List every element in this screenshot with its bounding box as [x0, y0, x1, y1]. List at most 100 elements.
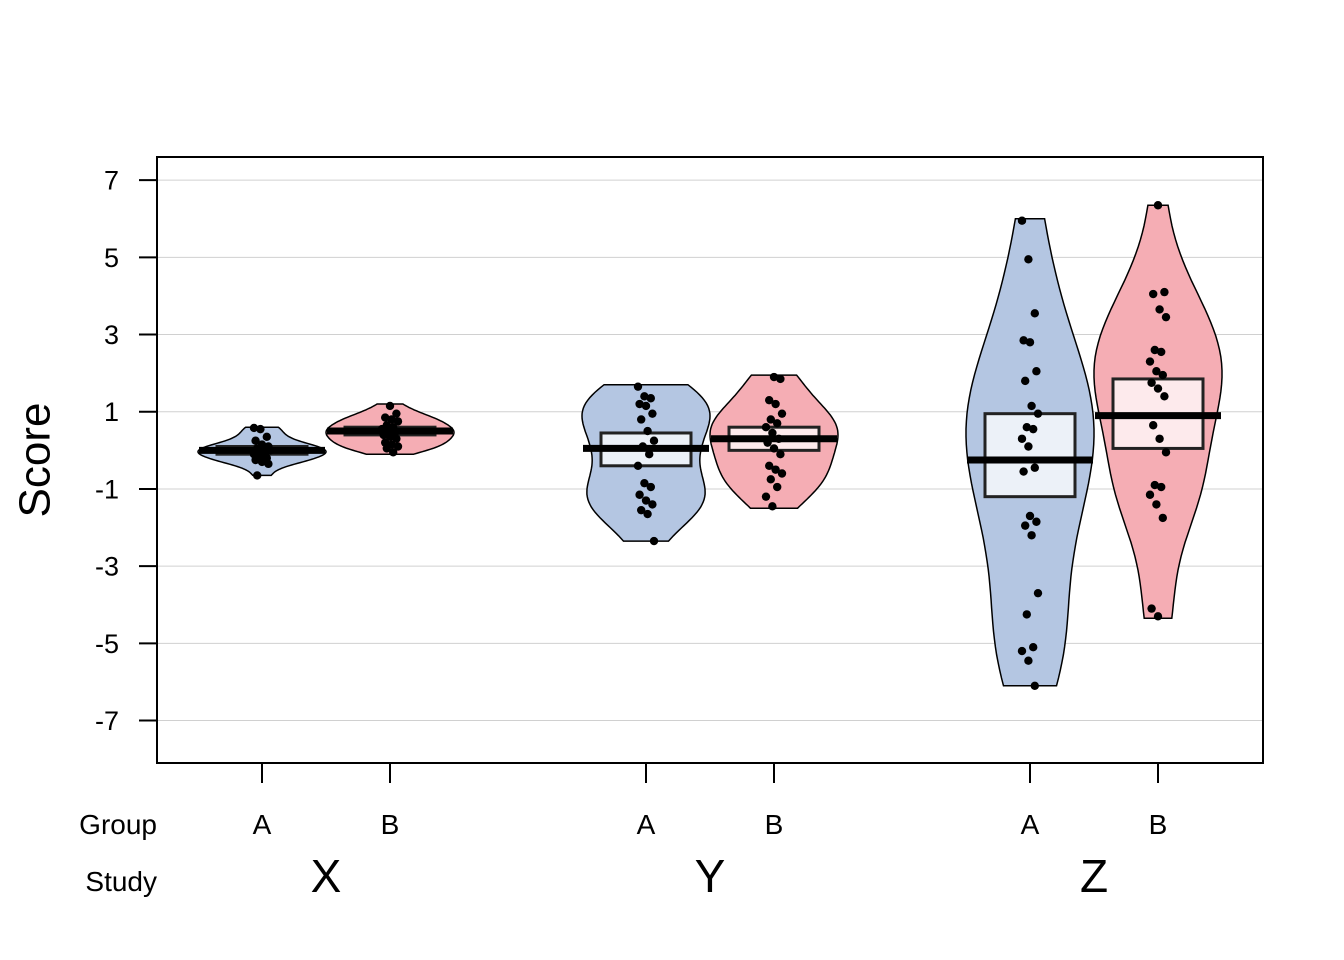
box-Z-A	[983, 412, 1077, 499]
point-Z-A	[1030, 681, 1040, 691]
group-label-Y-A: A	[637, 809, 656, 840]
y-tick-label: -3	[95, 552, 119, 582]
point-Z-A	[1032, 367, 1041, 376]
point-Y-B	[761, 492, 771, 501]
point-Y-B	[771, 465, 780, 474]
point-Y-A	[641, 496, 651, 505]
point-Z-B	[1157, 347, 1166, 357]
point-Z-A	[1030, 309, 1040, 318]
point-Z-A	[1027, 401, 1036, 411]
point-Z-A	[1029, 643, 1038, 652]
point-Y-B	[768, 428, 777, 438]
point-Z-A	[1019, 467, 1028, 476]
study-label-Y: Y	[695, 850, 726, 902]
point-Y-A	[648, 500, 657, 509]
y-axis-label: Score	[10, 403, 59, 518]
point-Y-B	[765, 461, 774, 470]
point-Y-B	[765, 395, 774, 405]
point-Y-A	[646, 394, 655, 403]
y-axis: -7 -5 -3 -1 1 3 5 7	[95, 166, 157, 736]
point-Y-A	[649, 536, 659, 546]
point-Y-A	[643, 426, 652, 436]
point-Z-A	[1033, 409, 1043, 418]
point-Y-A	[635, 399, 644, 409]
point-Y-A	[637, 415, 646, 424]
point-Z-A	[1017, 646, 1027, 656]
point-Z-B	[1158, 370, 1168, 380]
y-tick-label: -1	[95, 474, 119, 504]
group-label-X-A: A	[253, 809, 272, 840]
point-Z-A	[1020, 376, 1030, 386]
point-Y-B	[768, 502, 777, 511]
point-Z-A	[1019, 336, 1028, 345]
point-Y-A	[640, 392, 649, 401]
point-X-B	[385, 401, 395, 411]
point-Y-B	[774, 434, 783, 443]
point-Z-A	[1024, 442, 1033, 451]
plot-frame	[156, 156, 1264, 764]
point-X-A	[253, 471, 262, 480]
point-Y-B	[761, 422, 771, 432]
point-Z-B	[1152, 500, 1161, 509]
point-Z-A	[1017, 216, 1027, 225]
point-Y-A	[638, 442, 647, 451]
point-Y-A	[645, 450, 654, 459]
y-tick-label: -7	[95, 706, 119, 736]
point-Z-A	[1017, 434, 1027, 443]
point-Z-B	[1147, 604, 1156, 613]
x-axis: A B X A B Y A B Z	[253, 763, 1167, 902]
point-Y-A	[633, 461, 643, 470]
point-X-A	[257, 457, 267, 467]
group-row-label: Group	[79, 809, 157, 840]
point-Z-B	[1152, 367, 1161, 376]
point-Z-B	[1161, 448, 1171, 457]
point-Y-A	[641, 401, 651, 411]
point-Y-B	[777, 469, 787, 478]
point-Z-A	[1024, 255, 1033, 264]
point-Y-A	[649, 436, 659, 445]
y-tick-label: 3	[104, 320, 119, 350]
point-Y-B	[776, 450, 785, 459]
point-X-A	[249, 423, 259, 433]
point-Y-B	[776, 374, 785, 384]
point-X-B	[393, 417, 403, 426]
point-X-B	[392, 409, 401, 418]
point-Z-A	[1030, 463, 1040, 472]
point-X-B	[389, 448, 398, 457]
study-label-Z: Z	[1080, 850, 1108, 902]
point-Z-B	[1157, 482, 1166, 492]
data-points	[249, 201, 1171, 691]
point-Z-B	[1155, 434, 1164, 443]
point-Z-A	[1022, 422, 1031, 432]
point-Z-B	[1161, 312, 1171, 322]
point-X-A	[256, 424, 265, 434]
point-Y-A	[646, 482, 655, 492]
point-Y-A	[637, 505, 646, 515]
point-Z-B	[1155, 305, 1164, 314]
point-Z-B	[1158, 513, 1168, 523]
study-label-X: X	[311, 850, 342, 902]
point-Y-A	[640, 478, 649, 488]
point-Y-B	[777, 409, 787, 418]
study-row-label: Study	[85, 866, 157, 897]
point-Y-B	[769, 372, 779, 382]
point-Z-B	[1153, 612, 1163, 621]
point-Y-A	[633, 382, 643, 391]
point-Z-B	[1160, 287, 1169, 297]
point-X-B	[392, 434, 401, 443]
y-tick-label: 5	[104, 243, 119, 273]
point-X-B	[379, 430, 388, 440]
point-X-A	[251, 455, 260, 465]
point-Z-A	[1022, 610, 1031, 619]
point-Y-A	[643, 509, 652, 519]
point-Z-B	[1149, 421, 1158, 430]
group-label-Z-A: A	[1021, 809, 1040, 840]
point-Z-B	[1153, 201, 1163, 210]
point-Z-B	[1145, 490, 1155, 499]
point-Y-B	[763, 438, 772, 447]
point-Z-B	[1150, 345, 1160, 355]
point-Y-B	[769, 444, 779, 453]
point-Y-B	[773, 419, 782, 428]
point-X-B	[387, 415, 396, 424]
